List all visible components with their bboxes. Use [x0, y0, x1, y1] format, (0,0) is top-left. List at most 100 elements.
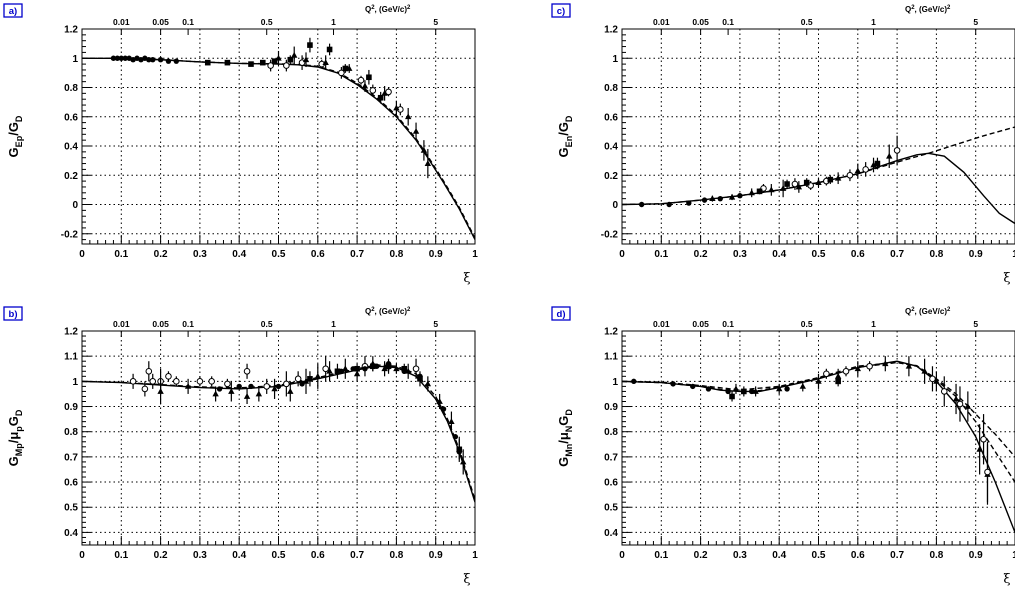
q2-axis-title: Q2, (GeV/c)2	[365, 307, 411, 316]
data-point-dot	[440, 406, 447, 412]
data-point-square	[377, 94, 384, 101]
data-point-circle	[322, 365, 329, 373]
data-point-triangle	[157, 388, 164, 394]
x-tick-label: 0	[79, 550, 85, 561]
data-point-square	[874, 160, 881, 167]
data-point-triangle	[271, 385, 278, 392]
data-point-square	[417, 376, 423, 382]
y-tick-label: 1.1	[604, 352, 618, 363]
y-axis-title: GMn/μNGD	[556, 409, 574, 467]
x-tick-label: 0	[619, 249, 625, 260]
q2-tick-label: 0.5	[261, 17, 273, 27]
data-point-circle	[141, 385, 149, 393]
x-tick-label: 0.2	[694, 249, 708, 260]
q2-tick-label: 0.5	[801, 319, 813, 329]
q2-tick-label: 0.1	[182, 17, 194, 27]
data-point-triangle	[404, 113, 412, 120]
data-point-square	[287, 56, 294, 63]
y-tick-label: 0.9	[64, 402, 78, 413]
q2-tick-label: 0.01	[113, 319, 130, 329]
data-point-triangle	[322, 59, 329, 66]
theory-curve-dashed	[82, 364, 475, 500]
data-point-square	[827, 176, 834, 183]
data-point-circle	[940, 388, 948, 395]
data-point-triangle	[768, 186, 775, 193]
chart-panel-d: 0 0.1 0.2 0.3 0.4 0.5 0.6 0.7 0.8 0.9 1 0.4 0.5 0.6 0.…	[551, 306, 1015, 587]
y-title-part: D	[564, 409, 574, 416]
data-point-circle	[956, 400, 964, 408]
data-point-triangle	[795, 183, 803, 190]
data-point-square	[334, 368, 341, 375]
x-axis-label: ξ	[463, 271, 470, 286]
y-tick-label: 0.8	[604, 427, 618, 438]
q2-tick-label: 1	[871, 17, 876, 27]
data-point-triangle	[243, 393, 251, 399]
data-point-triangle	[381, 89, 388, 96]
x-tick-label: 0.3	[193, 550, 207, 561]
data-point-square	[803, 179, 810, 186]
q2-tick-label: 0.01	[653, 319, 670, 329]
theory-curve-solid	[622, 152, 1015, 225]
data-point-circle	[385, 88, 392, 96]
x-tick-label: 0.2	[154, 249, 168, 260]
y-tick-label: 0.8	[64, 427, 78, 438]
y-axis-title: GEp/GD	[6, 115, 24, 157]
x-tick-label: 0.8	[389, 550, 403, 561]
y-title-part: N	[564, 426, 574, 433]
y-title-part: En	[564, 136, 574, 148]
data-point-square	[366, 74, 372, 81]
data-point-triangle	[326, 367, 333, 374]
data-point-circle	[294, 375, 302, 383]
x-tick-label: 0.7	[350, 550, 364, 561]
y-title-part: D	[14, 115, 24, 122]
y-tick-label: 1	[72, 54, 78, 65]
data-point-triangle	[882, 360, 889, 367]
y-axis-title: GMp/μpGD	[6, 409, 24, 466]
x-tick-label: 0.1	[654, 249, 668, 260]
data-point-dot	[784, 386, 790, 392]
x-tick-label: 1	[472, 550, 478, 561]
x-tick-label: 0.1	[114, 550, 128, 561]
x-tick-label: 0.3	[733, 550, 747, 561]
data-point-triangle	[834, 174, 842, 181]
x-axis-label: ξ	[1003, 271, 1010, 286]
y-tick-label: 0.4	[64, 528, 78, 539]
x-tick-label: 0.1	[114, 249, 128, 260]
data-point-triangle	[854, 167, 861, 174]
y-tick-label: 0.6	[604, 112, 618, 123]
data-point-triangle	[342, 365, 349, 372]
x-tick-label: 0	[79, 249, 85, 260]
x-tick-label: 0.5	[272, 249, 286, 260]
x-tick-label: 0.3	[733, 249, 747, 260]
y-tick-label: 0.9	[604, 402, 618, 413]
x-tick-label: 0.8	[929, 550, 943, 561]
y-tick-label: 1	[612, 377, 618, 388]
q2-tick-label: 0.05	[152, 319, 169, 329]
data-point-circle	[224, 380, 231, 388]
q2-tick-label: 0.5	[261, 319, 273, 329]
data-point-square	[401, 365, 408, 372]
q2-title-part: 2	[911, 307, 915, 313]
x-tick-label: 0.9	[969, 249, 983, 260]
q2-tick-label: 0.05	[692, 319, 709, 329]
y-tick-label: 1.2	[604, 25, 618, 36]
q2-tick-label: 5	[973, 17, 978, 27]
data-point-triangle	[933, 377, 940, 384]
y-tick-label: 0.7	[604, 452, 618, 463]
q2-title-part: 2	[911, 5, 915, 11]
q2-tick-label: 0.01	[653, 17, 670, 27]
q2-axis-title: Q2, (GeV/c)2	[905, 5, 951, 14]
q2-title-part: Q	[905, 307, 911, 316]
q2-tick-label: 5	[973, 319, 978, 329]
q2-tick-label: 0.01	[113, 17, 130, 27]
data-point-dot	[452, 434, 459, 440]
y-tick-label: 0.6	[64, 112, 78, 123]
data-point-dot	[638, 201, 645, 208]
data-point-square	[385, 363, 392, 370]
data-point-circle	[173, 378, 180, 385]
data-point-circle	[412, 365, 420, 373]
theory-curve-dashed	[622, 361, 1015, 458]
y-title-part: G	[6, 416, 21, 426]
data-point-square	[741, 388, 747, 395]
x-tick-label: 0.9	[969, 550, 983, 561]
